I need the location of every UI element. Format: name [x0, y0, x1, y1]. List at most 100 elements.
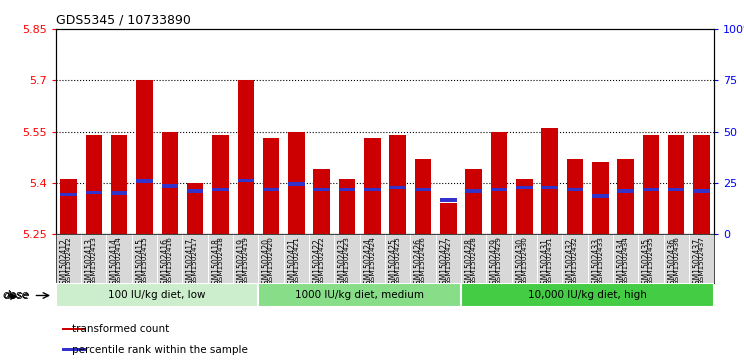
Text: GSM1502416: GSM1502416 — [161, 238, 170, 289]
Bar — [111, 191, 127, 195]
Bar — [542, 186, 558, 189]
Text: GSM1502431: GSM1502431 — [541, 238, 550, 289]
Bar — [693, 189, 710, 193]
Bar — [212, 135, 228, 234]
Text: GSM1502432: GSM1502432 — [572, 237, 578, 285]
Text: GSM1502423: GSM1502423 — [338, 238, 347, 289]
Text: GSM1502426: GSM1502426 — [414, 238, 423, 289]
Text: GSM1502413: GSM1502413 — [91, 237, 97, 285]
Bar — [389, 186, 406, 189]
Text: GSM1502423: GSM1502423 — [344, 237, 350, 285]
Text: GSM1502428: GSM1502428 — [465, 238, 474, 289]
Bar — [491, 188, 507, 191]
Bar — [668, 135, 684, 234]
Text: GSM1502436: GSM1502436 — [673, 237, 679, 285]
Text: GSM1502417: GSM1502417 — [192, 237, 198, 285]
Bar — [60, 193, 77, 196]
Bar — [592, 194, 609, 198]
Bar — [618, 189, 634, 193]
Text: GSM1502424: GSM1502424 — [369, 237, 376, 285]
Text: ▶: ▶ — [4, 291, 17, 301]
Text: GSM1502421: GSM1502421 — [287, 238, 296, 289]
Bar — [161, 131, 178, 234]
Bar — [466, 189, 482, 193]
Bar — [364, 188, 381, 191]
Bar — [263, 138, 279, 234]
Bar — [212, 188, 228, 191]
Text: GSM1502431: GSM1502431 — [547, 237, 553, 285]
Bar — [643, 135, 659, 234]
Bar — [136, 80, 153, 234]
Text: GSM1502415: GSM1502415 — [141, 237, 147, 285]
Text: GSM1502427: GSM1502427 — [446, 237, 452, 285]
Text: GSM1502437: GSM1502437 — [693, 238, 702, 289]
Text: GSM1502418: GSM1502418 — [211, 238, 220, 289]
Bar — [313, 188, 330, 191]
Bar — [466, 169, 482, 234]
Bar — [643, 188, 659, 191]
Bar — [237, 179, 254, 182]
Bar — [414, 159, 432, 234]
Text: GSM1502434: GSM1502434 — [623, 237, 629, 285]
Text: GSM1502413: GSM1502413 — [85, 238, 94, 289]
Bar — [516, 186, 533, 189]
Bar — [86, 191, 102, 194]
Bar — [592, 162, 609, 234]
Bar — [542, 128, 558, 234]
Text: GSM1502429: GSM1502429 — [490, 238, 499, 289]
Bar — [313, 169, 330, 234]
Text: 100 IU/kg diet, low: 100 IU/kg diet, low — [109, 290, 206, 300]
Text: GSM1502421: GSM1502421 — [293, 237, 299, 285]
Bar — [414, 188, 432, 191]
Text: GSM1502420: GSM1502420 — [262, 238, 271, 289]
Text: GSM1502419: GSM1502419 — [243, 237, 248, 285]
Bar — [389, 135, 406, 234]
Text: transformed count: transformed count — [72, 324, 170, 334]
Bar — [111, 135, 127, 234]
Bar — [136, 179, 153, 183]
Text: GSM1502420: GSM1502420 — [268, 237, 274, 285]
Text: GSM1502419: GSM1502419 — [237, 238, 246, 289]
Bar — [258, 283, 461, 307]
Bar — [491, 131, 507, 234]
Text: GSM1502422: GSM1502422 — [318, 237, 324, 285]
Text: GDS5345 / 10733890: GDS5345 / 10733890 — [56, 13, 190, 26]
Text: GSM1502435: GSM1502435 — [642, 238, 651, 289]
Text: dose: dose — [3, 290, 29, 301]
Text: GSM1502427: GSM1502427 — [439, 238, 449, 289]
Text: GSM1502417: GSM1502417 — [186, 238, 195, 289]
Text: GSM1502434: GSM1502434 — [617, 238, 626, 289]
Text: GSM1502429: GSM1502429 — [496, 237, 502, 285]
Text: GSM1502414: GSM1502414 — [116, 237, 122, 285]
Text: GSM1502430: GSM1502430 — [522, 237, 527, 285]
Text: GSM1502428: GSM1502428 — [471, 237, 477, 285]
Bar — [288, 182, 304, 186]
Bar — [288, 131, 304, 234]
Bar — [263, 188, 279, 191]
Text: GSM1502435: GSM1502435 — [648, 237, 654, 285]
Bar — [187, 183, 203, 234]
Text: GSM1502422: GSM1502422 — [312, 238, 321, 289]
Text: GSM1502416: GSM1502416 — [167, 237, 173, 285]
Bar — [668, 188, 684, 191]
Text: GSM1502412: GSM1502412 — [60, 238, 68, 289]
Text: 10,000 IU/kg diet, high: 10,000 IU/kg diet, high — [528, 290, 647, 300]
Text: GSM1502424: GSM1502424 — [363, 238, 372, 289]
Text: GSM1502414: GSM1502414 — [110, 238, 119, 289]
Bar — [618, 159, 634, 234]
Bar — [187, 189, 203, 193]
Text: percentile rank within the sample: percentile rank within the sample — [72, 345, 248, 355]
Bar — [440, 198, 457, 202]
Bar — [440, 203, 457, 234]
Text: GSM1502412: GSM1502412 — [65, 237, 71, 285]
Text: 1000 IU/kg diet, medium: 1000 IU/kg diet, medium — [295, 290, 424, 300]
Bar — [62, 348, 86, 351]
Bar — [364, 138, 381, 234]
Text: GSM1502426: GSM1502426 — [420, 237, 426, 285]
Bar — [567, 188, 583, 191]
Text: GSM1502425: GSM1502425 — [388, 238, 398, 289]
Bar — [339, 188, 356, 191]
Text: GSM1502432: GSM1502432 — [566, 238, 575, 289]
Text: GSM1502430: GSM1502430 — [516, 238, 525, 289]
Bar — [86, 135, 102, 234]
